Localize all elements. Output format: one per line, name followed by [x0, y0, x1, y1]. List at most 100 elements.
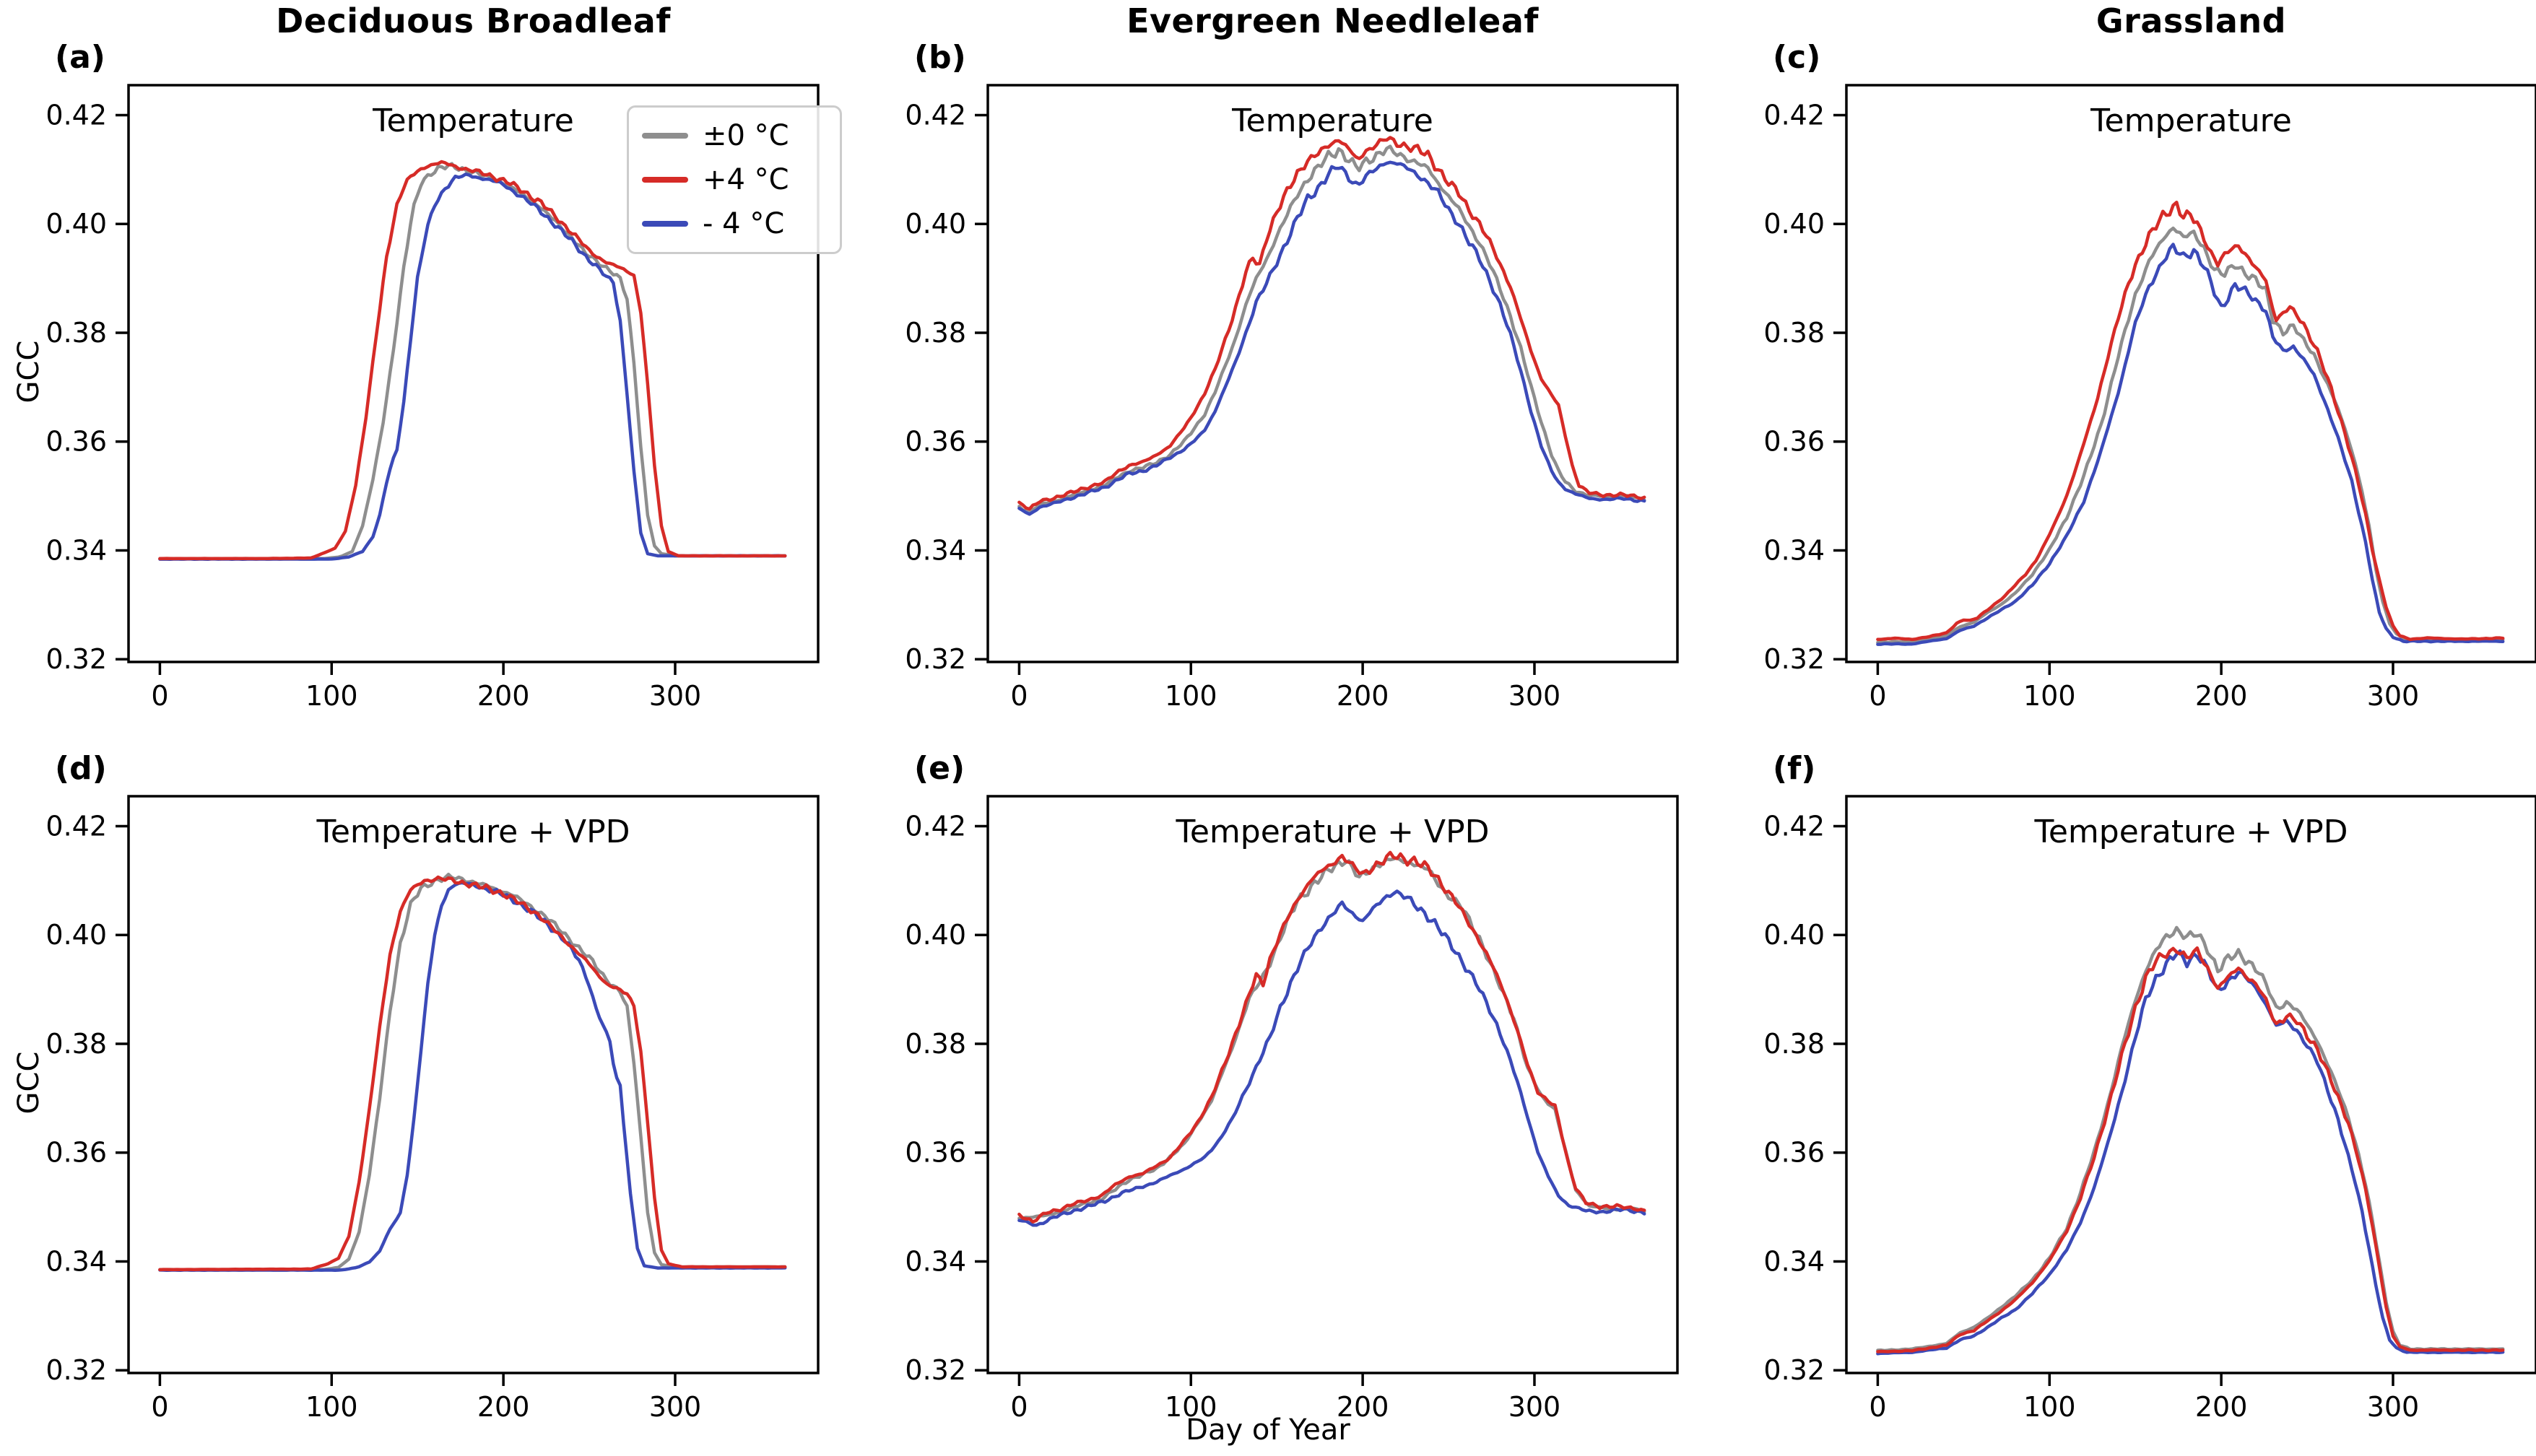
x-tick-label: 300: [2367, 1391, 2420, 1423]
x-tick-label: 0: [1869, 1391, 1886, 1423]
y-tick-label: 0.40: [45, 919, 107, 951]
plot-border: [986, 795, 1679, 1374]
column-title-deciduous-broadleaf: Deciduous Broadleaf: [276, 1, 671, 40]
panel-plot-d: 0.32 0.34 0.36 0.38 0.40 0.42 0 100 200 300: [45, 795, 820, 1423]
y-tick-label: 0.32: [905, 1354, 966, 1386]
axes-title-c: Temperature: [2090, 103, 2292, 139]
y-tick-label: 0.38: [905, 1028, 966, 1060]
panel-plot-b: 0.32 0.34 0.36 0.38 0.40 0.42 0 100 200 300: [905, 84, 1679, 712]
x-tick-label: 100: [1165, 680, 1217, 712]
plot-border: [1845, 84, 2536, 663]
x-tick-label: 300: [1508, 1391, 1561, 1423]
y-tick-label: 0.40: [905, 208, 966, 240]
x-tick-label: 200: [2195, 680, 2248, 712]
legend-swatch-zero: [642, 132, 688, 139]
series-line-plus4: [158, 160, 787, 561]
y-tick-label: 0.42: [45, 810, 107, 842]
y-tick-label: 0.32: [1763, 643, 1825, 675]
x-tick-label: 200: [2195, 1391, 2248, 1423]
x-tick-label: 0: [1869, 680, 1886, 712]
x-tick-label: 100: [1165, 1391, 1217, 1423]
x-tick-label: 0: [1010, 1391, 1028, 1423]
y-tick-label: 0.32: [1763, 1354, 1825, 1386]
axes-title-f: Temperature + VPD: [2034, 814, 2348, 850]
y-tick-label: 0.36: [905, 1137, 966, 1169]
y-tick-label: 0.36: [45, 426, 107, 458]
y-tick-label: 0.40: [1763, 208, 1825, 240]
x-axis-label: Day of Year: [1186, 1413, 1350, 1447]
y-tick-label: 0.36: [905, 426, 966, 458]
x-tick-label: 300: [649, 1391, 702, 1423]
series-line-minus4: [1017, 889, 1646, 1227]
series-line-zero: [1017, 856, 1646, 1221]
panel-label-f: (f): [1773, 750, 1816, 787]
y-tick-label: 0.34: [905, 1245, 966, 1277]
column-title-grassland: Grassland: [2096, 1, 2287, 40]
panel-label-a: (a): [55, 39, 105, 76]
y-tick-label: 0.36: [1763, 1137, 1825, 1169]
legend-entry-plus4: +4 °C: [642, 163, 827, 196]
y-tick-label: 0.34: [45, 1245, 107, 1277]
y-tick-label: 0.34: [905, 534, 966, 566]
y-tick-label: 0.34: [45, 534, 107, 566]
y-tick-label: 0.32: [45, 643, 107, 675]
series-line-plus4: [1876, 946, 2505, 1353]
axes-title-a: Temperature: [373, 103, 574, 139]
y-tick-label: 0.40: [45, 208, 107, 240]
x-tick-label: 200: [477, 680, 530, 712]
y-tick-label: 0.42: [45, 99, 107, 131]
panel-plot-e: 0.32 0.34 0.36 0.38 0.40 0.42 0 100 200 300: [905, 795, 1679, 1423]
panel-label-d: (d): [55, 750, 107, 787]
y-tick-label: 0.34: [1763, 534, 1825, 566]
series-line-zero: [1876, 925, 2505, 1353]
x-tick-label: 100: [2023, 1391, 2076, 1423]
series-line-zero: [1876, 226, 2505, 645]
axes-title-d: Temperature + VPD: [316, 814, 630, 850]
legend-swatch-plus4: [642, 176, 688, 183]
x-tick-label: 0: [151, 1391, 168, 1423]
panel-label-c: (c): [1773, 39, 1821, 76]
x-tick-label: 100: [2023, 680, 2076, 712]
x-tick-label: 100: [305, 680, 358, 712]
legend-entry-zero: ±0 °C: [642, 119, 827, 152]
y-tick-label: 0.38: [45, 1028, 107, 1060]
y-tick-label: 0.32: [905, 643, 966, 675]
x-tick-label: 0: [151, 680, 168, 712]
plot-border: [986, 84, 1679, 663]
y-tick-label: 0.40: [905, 919, 966, 951]
legend-entry-minus4: - 4 °C: [642, 207, 827, 240]
x-tick-label: 200: [1337, 1391, 1389, 1423]
y-tick-label: 0.32: [45, 1354, 107, 1386]
y-tick-label: 0.40: [1763, 919, 1825, 951]
y-tick-label: 0.42: [1763, 99, 1825, 131]
series-line-minus4: [1876, 243, 2505, 646]
series-line-plus4: [1017, 136, 1646, 511]
plot-border: [127, 84, 820, 663]
panel-plot-c: 0.32 0.34 0.36 0.38 0.40 0.42 0 100 200 300: [1763, 84, 2536, 712]
plot-border: [127, 795, 820, 1374]
axes-title-b: Temperature: [1232, 103, 1433, 139]
y-tick-label: 0.42: [905, 810, 966, 842]
y-tick-label: 0.42: [905, 99, 966, 131]
series-line-plus4: [1876, 200, 2505, 642]
y-tick-label: 0.38: [1763, 1028, 1825, 1060]
legend-label-zero: ±0 °C: [703, 118, 789, 152]
y-tick-label: 0.34: [1763, 1245, 1825, 1277]
panel-label-e: (e): [914, 750, 965, 787]
y-tick-label: 0.38: [1763, 317, 1825, 349]
x-tick-label: 300: [649, 680, 702, 712]
x-tick-label: 200: [1337, 680, 1389, 712]
series-line-minus4: [1876, 949, 2505, 1356]
panel-plot-a: 0.32 0.34 0.36 0.38 0.40 0.42 0 100 200 300: [45, 84, 820, 712]
x-tick-label: 200: [477, 1391, 530, 1423]
y-tick-label: 0.42: [1763, 810, 1825, 842]
series-line-plus4: [158, 875, 787, 1272]
legend-swatch-minus4: [642, 221, 688, 227]
panel-label-b: (b): [914, 39, 966, 76]
series-line-minus4: [158, 881, 787, 1272]
y-tick-label: 0.36: [45, 1137, 107, 1169]
y-tick-label: 0.38: [905, 317, 966, 349]
series-line-zero: [1017, 144, 1646, 514]
axes-title-e: Temperature + VPD: [1176, 814, 1490, 850]
